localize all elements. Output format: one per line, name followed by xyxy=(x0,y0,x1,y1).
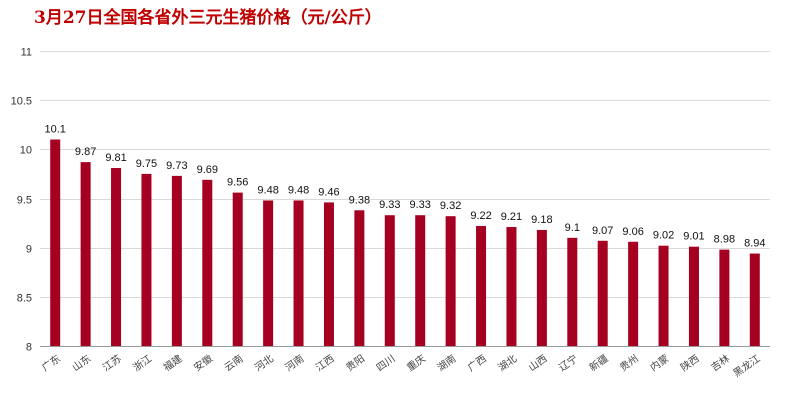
category-label: 重庆 xyxy=(404,352,428,374)
category-label: 新疆 xyxy=(587,352,611,374)
bar xyxy=(476,226,487,346)
category-label: 安徽 xyxy=(191,352,215,374)
data-label: 9.38 xyxy=(349,194,370,206)
bar xyxy=(445,216,456,346)
data-label: 9.18 xyxy=(531,214,552,226)
data-label: 9.33 xyxy=(409,199,430,211)
data-label: 9.69 xyxy=(197,164,218,176)
category-label: 陕西 xyxy=(678,352,702,374)
category-label: 贵阳 xyxy=(343,352,367,374)
category-label: 贵州 xyxy=(617,352,641,374)
bars xyxy=(50,139,760,346)
category-label: 湖南 xyxy=(435,352,459,374)
data-labels: 10.1 9.87 9.81 9.75 9.73 9.69 9.56 9.48 9.48 9.46… xyxy=(44,124,765,250)
y-tick-label: 10 xyxy=(20,145,32,157)
data-label: 9.21 xyxy=(501,211,522,223)
category-label: 辽宁 xyxy=(556,352,580,374)
y-tick-label: 11 xyxy=(21,47,32,59)
category-label: 浙江 xyxy=(131,353,154,374)
category-label: 四川 xyxy=(375,353,398,373)
data-label: 8.98 xyxy=(714,234,735,246)
data-label: 9.33 xyxy=(379,199,400,211)
data-label: 9.48 xyxy=(288,184,309,196)
bar xyxy=(688,246,699,346)
bar xyxy=(597,240,608,346)
data-label: 9.75 xyxy=(136,158,157,170)
bar xyxy=(111,168,122,346)
data-label: 9.32 xyxy=(440,200,461,212)
category-label: 云南 xyxy=(222,352,246,374)
category-label: 河北 xyxy=(253,353,276,374)
category-label: 黑龙江 xyxy=(730,352,762,380)
y-tick-label: 10.5 xyxy=(11,96,32,108)
category-label: 河南 xyxy=(282,352,306,374)
category-label: 广西 xyxy=(465,353,488,374)
bar xyxy=(536,229,547,346)
bar xyxy=(354,210,365,346)
data-label: 9.02 xyxy=(653,230,674,242)
category-label: 山东 xyxy=(70,352,94,374)
data-label: 9.73 xyxy=(166,160,187,172)
category-label: 吉林 xyxy=(708,352,732,374)
bar xyxy=(323,202,334,346)
bar xyxy=(80,162,91,346)
bar xyxy=(202,179,213,346)
data-label: 9.46 xyxy=(318,186,339,198)
bar xyxy=(232,192,243,346)
y-tick-label: 9 xyxy=(26,244,32,256)
category-label: 山西 xyxy=(526,353,549,374)
x-axis: 广东 山东 江苏 浙江 福建 安徽 云南 河北 河南 江西 贵阳 四川 重庆 湖南 广西 湖北 山西 辽宁 新疆 贵州… xyxy=(39,352,762,380)
category-label: 福建 xyxy=(161,352,185,374)
category-label: 江西 xyxy=(313,353,336,374)
y-tick-label: 8.5 xyxy=(17,293,32,305)
bar xyxy=(719,249,730,346)
bar xyxy=(506,227,517,346)
data-label: 9.01 xyxy=(683,231,704,243)
data-label: 9.87 xyxy=(75,146,96,158)
data-label: 9.48 xyxy=(257,184,278,196)
bar xyxy=(628,241,639,346)
bar xyxy=(749,253,760,346)
chart-title: 3月27日全国各省外三元生猪价格（元/公斤） xyxy=(34,8,382,28)
bar xyxy=(567,237,578,346)
data-label: 10.1 xyxy=(44,124,65,136)
data-label: 8.94 xyxy=(744,238,765,250)
category-label: 内蒙 xyxy=(647,352,671,374)
bar xyxy=(263,200,274,346)
category-label: 湖北 xyxy=(496,353,519,374)
bar xyxy=(658,245,669,346)
bar xyxy=(384,215,395,346)
bar xyxy=(293,200,304,346)
data-label: 9.1 xyxy=(565,222,580,234)
data-label: 9.06 xyxy=(622,226,643,238)
data-label: 9.81 xyxy=(105,152,126,164)
data-label: 9.22 xyxy=(470,210,491,222)
y-tick-label: 8 xyxy=(26,342,32,354)
bar xyxy=(415,215,426,346)
data-label: 9.07 xyxy=(592,225,613,237)
y-axis: 8 8.5 9 9.5 10 10.5 11 xyxy=(11,47,32,354)
category-label: 江苏 xyxy=(100,352,124,374)
bar xyxy=(141,173,152,346)
y-tick-label: 9.5 xyxy=(17,195,32,207)
data-label: 9.56 xyxy=(227,177,248,189)
gridlines xyxy=(40,51,770,347)
bar xyxy=(171,175,182,346)
category-label: 广东 xyxy=(39,352,63,374)
bar xyxy=(50,139,61,346)
